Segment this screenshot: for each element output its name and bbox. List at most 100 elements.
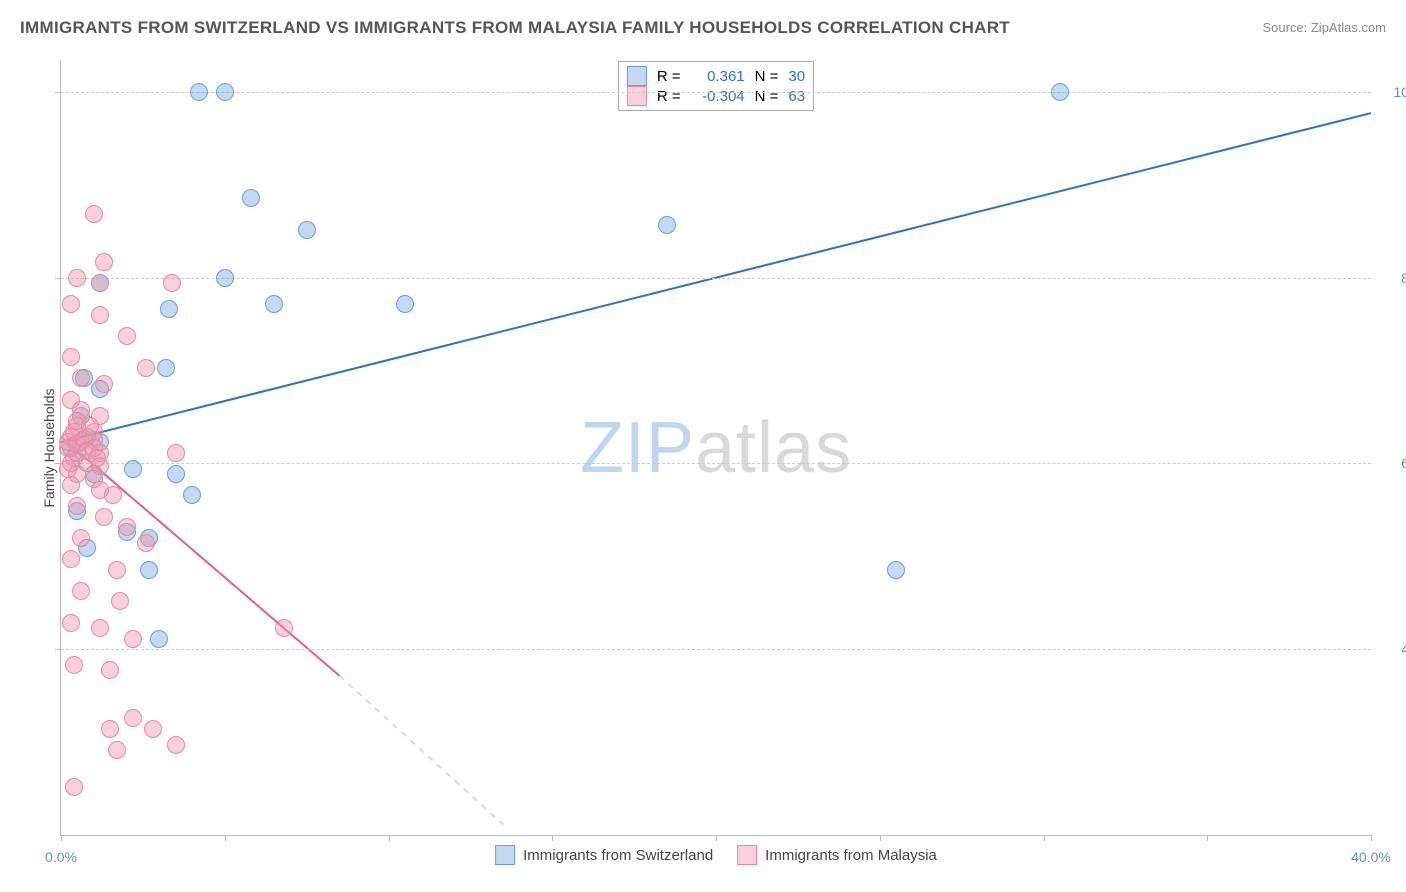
data-point [108,561,126,579]
r-value-1: -0.304 [691,88,745,105]
data-point [72,529,90,547]
data-point [396,295,414,313]
data-point [167,465,185,483]
watermark: ZIPatlas [580,407,852,489]
data-point [190,83,208,101]
y-tick-label: 47.5% [1381,641,1406,657]
data-point [658,216,676,234]
data-point [91,274,109,292]
y-tick-label: 65.0% [1381,455,1406,471]
gridline-h [61,649,1371,650]
data-point [88,449,106,467]
data-point [62,295,80,313]
legend-row-series-1: R = -0.304 N = 63 [627,86,805,106]
y-axis-label: Family Households [41,388,57,507]
legend-row-series-0: R = 0.361 N = 30 [627,66,805,86]
data-point [68,269,86,287]
legend-item-1: Immigrants from Malaysia [737,845,937,865]
x-tick-mark [389,835,390,841]
data-point [242,189,260,207]
data-point [216,83,234,101]
x-tick-mark [225,835,226,841]
legend-swatch-b1 [737,845,757,865]
data-point [72,369,90,387]
data-point [62,550,80,568]
data-point [167,444,185,462]
data-point [183,486,201,504]
data-point [91,306,109,324]
y-tick-mark [55,92,61,93]
x-tick-mark [1207,835,1208,841]
data-point [160,300,178,318]
y-tick-mark [55,278,61,279]
data-point [118,327,136,345]
r-label: R = [657,68,681,85]
legend-label-0: Immigrants from Switzerland [523,847,713,864]
data-point [1051,83,1069,101]
n-label: N = [755,88,779,105]
n-label: N = [755,68,779,85]
legend-series: Immigrants from Switzerland Immigrants f… [495,845,937,865]
data-point [275,619,293,637]
gridline-h [61,278,1371,279]
legend-label-1: Immigrants from Malaysia [765,847,937,864]
data-point [108,741,126,759]
n-value-0: 30 [788,68,805,85]
data-point [62,348,80,366]
y-tick-label: 100.0% [1381,84,1406,100]
data-point [72,582,90,600]
gridline-h [61,92,1371,93]
legend-item-0: Immigrants from Switzerland [495,845,713,865]
data-point [91,619,109,637]
data-point [104,486,122,504]
x-tick-mark [552,835,553,841]
data-point [124,460,142,478]
data-point [118,518,136,536]
x-tick-mark [1044,835,1045,841]
r-value-0: 0.361 [691,68,745,85]
data-point [163,274,181,292]
y-tick-mark [55,649,61,650]
x-tick-label: 0.0% [45,849,77,865]
data-point [81,417,99,435]
gridline-h [61,463,1371,464]
data-point [150,630,168,648]
x-tick-mark [1371,835,1372,841]
data-point [216,269,234,287]
data-point [144,720,162,738]
data-point [62,614,80,632]
x-tick-mark [716,835,717,841]
legend-swatch-0 [627,66,647,86]
data-point [157,359,175,377]
data-point [111,592,129,610]
scatter-plot: Family Households ZIPatlas R = 0.361 N =… [60,60,1371,836]
data-point [137,359,155,377]
data-point [95,508,113,526]
data-point [124,630,142,648]
data-point [65,656,83,674]
data-point [137,534,155,552]
source-label: Source: ZipAtlas.com [1262,20,1386,35]
trend-lines [61,60,1371,835]
data-point [95,375,113,393]
data-point [298,221,316,239]
data-point [59,460,77,478]
data-point [68,497,86,515]
data-point [101,720,119,738]
legend-correlation: R = 0.361 N = 30 R = -0.304 N = 63 [618,61,814,111]
legend-swatch-1 [627,86,647,106]
data-point [167,736,185,754]
data-point [124,709,142,727]
x-tick-mark [880,835,881,841]
data-point [140,561,158,579]
data-point [65,778,83,796]
legend-swatch-b0 [495,845,515,865]
n-value-1: 63 [788,88,805,105]
data-point [95,253,113,271]
r-label: R = [657,88,681,105]
data-point [62,476,80,494]
watermark-atlas: atlas [695,408,852,488]
y-tick-label: 82.5% [1381,270,1406,286]
data-point [85,205,103,223]
data-point [101,661,119,679]
